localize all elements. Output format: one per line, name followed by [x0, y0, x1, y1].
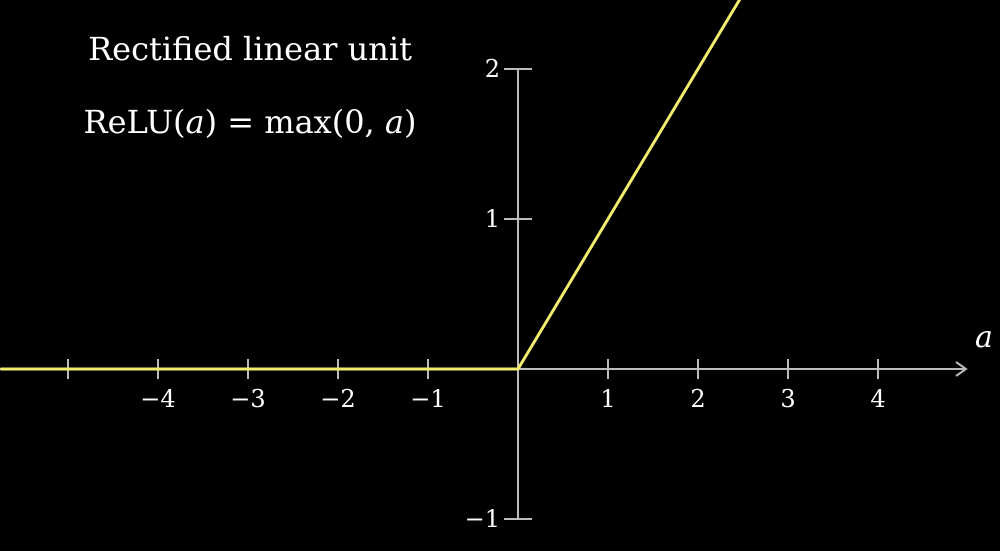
- formula-open: (: [173, 103, 186, 141]
- formula-var2: a: [384, 103, 404, 141]
- chart-title: Rectified linear unit: [88, 30, 412, 68]
- x-tick-label: 4: [870, 385, 885, 413]
- x-tick-label: −1: [410, 385, 445, 413]
- y-tick-label: 2: [485, 55, 500, 83]
- x-axis-arrow: [955, 361, 968, 377]
- x-tick-label: −4: [140, 385, 175, 413]
- formula-fn: ReLU: [83, 103, 174, 141]
- x-axis-label: a: [975, 320, 993, 355]
- formula-close: ): [204, 103, 218, 141]
- x-tick-label: 3: [780, 385, 795, 413]
- relu-formula: ReLU(a) = max(0, a): [60, 103, 440, 141]
- x-tick-label: −2: [320, 385, 355, 413]
- y-tick-label: 1: [485, 205, 500, 233]
- x-tick-label: 1: [600, 385, 615, 413]
- relu-curve: [0, 0, 742, 371]
- x-tick-label: 2: [690, 385, 705, 413]
- formula-end: ): [403, 103, 417, 141]
- formula-var: a: [185, 103, 205, 141]
- formula-eq: = max(0,: [217, 103, 385, 141]
- y-tick-label: −1: [465, 505, 500, 533]
- x-tick-label: −3: [230, 385, 265, 413]
